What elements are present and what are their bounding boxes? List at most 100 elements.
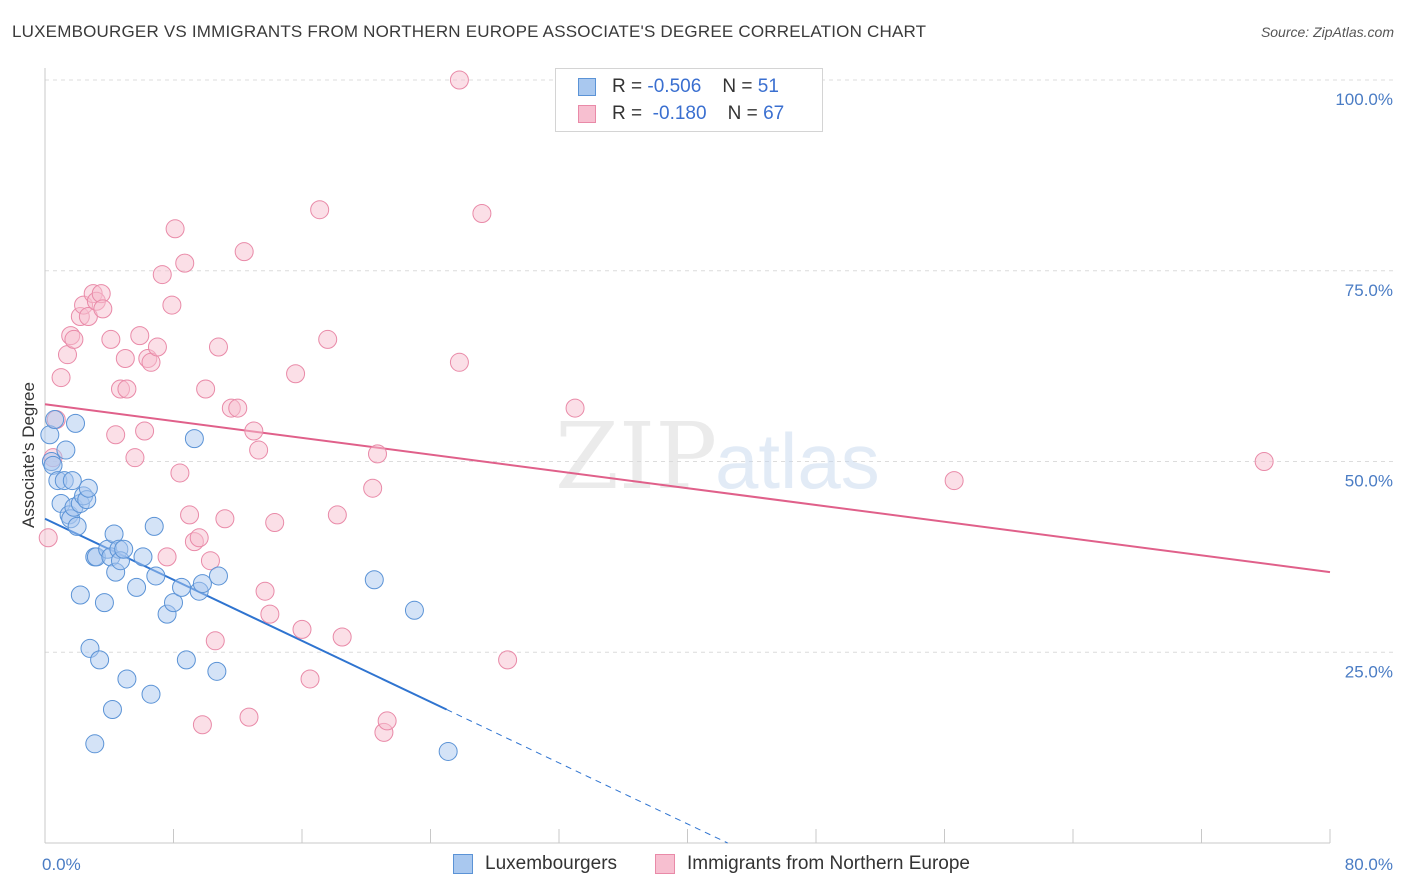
stats-legend: R = -0.506 N = 51 R = -0.180 N = 67 <box>555 68 823 132</box>
data-point-immigrants <box>377 711 397 731</box>
data-point-luxembourgers <box>184 429 204 449</box>
data-point-luxembourgers <box>114 539 134 559</box>
gridlines <box>45 79 1395 653</box>
data-point-luxembourgers <box>207 661 227 681</box>
data-point-luxembourgers <box>56 440 76 460</box>
legend-r-label: R = <box>612 76 643 97</box>
data-point-luxembourgers <box>144 516 164 536</box>
data-point-luxembourgers <box>85 734 105 754</box>
data-point-luxembourgers <box>94 593 114 613</box>
data-point-luxembourgers <box>172 577 192 597</box>
data-point-immigrants <box>180 505 200 525</box>
data-point-luxembourgers <box>164 593 183 613</box>
data-point-immigrants <box>367 444 387 464</box>
data-point-immigrants <box>64 329 84 349</box>
data-point-immigrants <box>498 650 518 670</box>
data-point-immigrants <box>51 368 71 388</box>
y-tick-label: 100.0% <box>1335 90 1393 109</box>
bottom-legend-label: Immigrants from Northern Europe <box>687 853 970 874</box>
data-point-immigrants <box>189 528 209 548</box>
data-point-immigrants <box>38 528 58 548</box>
y-tick-label: 75.0% <box>1345 281 1393 300</box>
data-point-luxembourgers <box>127 577 147 597</box>
data-point-luxembourgers <box>146 566 166 586</box>
tick-labels: 25.0% 50.0% 75.0% 100.0% 0.0% 80.0% <box>42 90 1393 874</box>
data-point-immigrants <box>944 471 964 491</box>
data-point-immigrants <box>1254 452 1274 471</box>
watermark-atlas: atlas <box>715 417 880 505</box>
data-point-immigrants <box>165 219 185 239</box>
data-point-immigrants <box>125 448 145 468</box>
data-point-immigrants <box>117 379 137 399</box>
data-point-immigrants <box>228 398 248 418</box>
data-point-immigrants <box>234 242 254 262</box>
data-point-luxembourgers <box>117 669 137 689</box>
watermark-zip: ZIP <box>555 403 717 510</box>
x-tick-label-max: 80.0% <box>1345 855 1393 874</box>
y-tick-label: 50.0% <box>1345 472 1393 491</box>
data-point-immigrants <box>196 379 216 399</box>
chart-title: LUXEMBOURGER VS IMMIGRANTS FROM NORTHERN… <box>12 22 927 41</box>
data-point-immigrants <box>106 425 126 445</box>
y-axis-title: Associate's Degree <box>19 382 38 528</box>
data-point-immigrants <box>200 551 220 571</box>
data-point-immigrants <box>249 440 269 460</box>
data-point-immigrants <box>286 364 306 384</box>
data-point-luxembourgers <box>66 413 86 433</box>
data-point-immigrants <box>255 581 275 601</box>
data-point-immigrants <box>130 326 150 346</box>
bottom-legend-swatch-blue <box>453 854 473 874</box>
data-point-immigrants <box>157 547 177 567</box>
data-point-luxembourgers <box>438 741 458 761</box>
data-point-luxembourgers <box>90 650 110 670</box>
data-point-luxembourgers <box>70 585 90 605</box>
data-point-immigrants <box>449 70 469 90</box>
data-point-luxembourgers <box>67 516 87 536</box>
legend-r-value: -0.506 <box>647 76 702 97</box>
data-point-luxembourgers <box>62 471 82 491</box>
data-point-immigrants <box>363 478 383 498</box>
data-point-luxembourgers <box>78 478 98 498</box>
data-point-immigrants <box>175 253 195 273</box>
data-point-immigrants <box>115 348 135 368</box>
legend-r-label: R = <box>612 103 643 124</box>
legend-swatch-pink <box>578 105 596 123</box>
data-point-immigrants <box>192 715 212 735</box>
data-point-immigrants <box>265 513 285 533</box>
data-point-luxembourgers <box>176 650 196 670</box>
data-point-immigrants <box>239 707 259 727</box>
x-tick-label-min: 0.0% <box>42 855 81 874</box>
y-tick-label: 25.0% <box>1345 662 1393 681</box>
data-point-immigrants <box>93 299 113 319</box>
points-luxembourgers <box>40 410 458 761</box>
data-point-immigrants <box>101 329 121 349</box>
data-point-immigrants <box>147 337 167 357</box>
data-point-luxembourgers <box>133 547 153 567</box>
source-credit: Source: ZipAtlas.com <box>1260 24 1394 40</box>
data-point-luxembourgers <box>192 574 212 594</box>
bottom-legend-swatch-pink <box>655 854 675 874</box>
data-point-luxembourgers <box>404 600 424 620</box>
data-point-immigrants <box>318 329 338 349</box>
data-point-immigrants <box>152 265 172 285</box>
legend-r-value: -0.180 <box>652 103 707 124</box>
data-point-immigrants <box>244 421 264 441</box>
data-point-immigrants <box>170 463 190 483</box>
data-point-immigrants <box>332 627 352 647</box>
data-point-luxembourgers <box>45 410 65 430</box>
data-point-immigrants <box>162 295 182 315</box>
data-point-immigrants <box>300 669 320 689</box>
legend-n-value: 51 <box>757 76 779 97</box>
data-point-immigrants <box>215 509 235 529</box>
data-point-luxembourgers <box>364 570 384 590</box>
data-point-immigrants <box>260 604 280 624</box>
data-point-immigrants <box>310 200 330 220</box>
trend-line-luxembourgers-extrapolated <box>446 709 728 844</box>
legend-swatch-blue <box>578 78 596 96</box>
data-point-immigrants <box>327 505 347 525</box>
legend-n-value: 67 <box>763 103 785 124</box>
data-point-immigrants <box>135 421 155 441</box>
data-point-immigrants <box>208 337 228 357</box>
data-point-immigrants <box>292 619 312 639</box>
